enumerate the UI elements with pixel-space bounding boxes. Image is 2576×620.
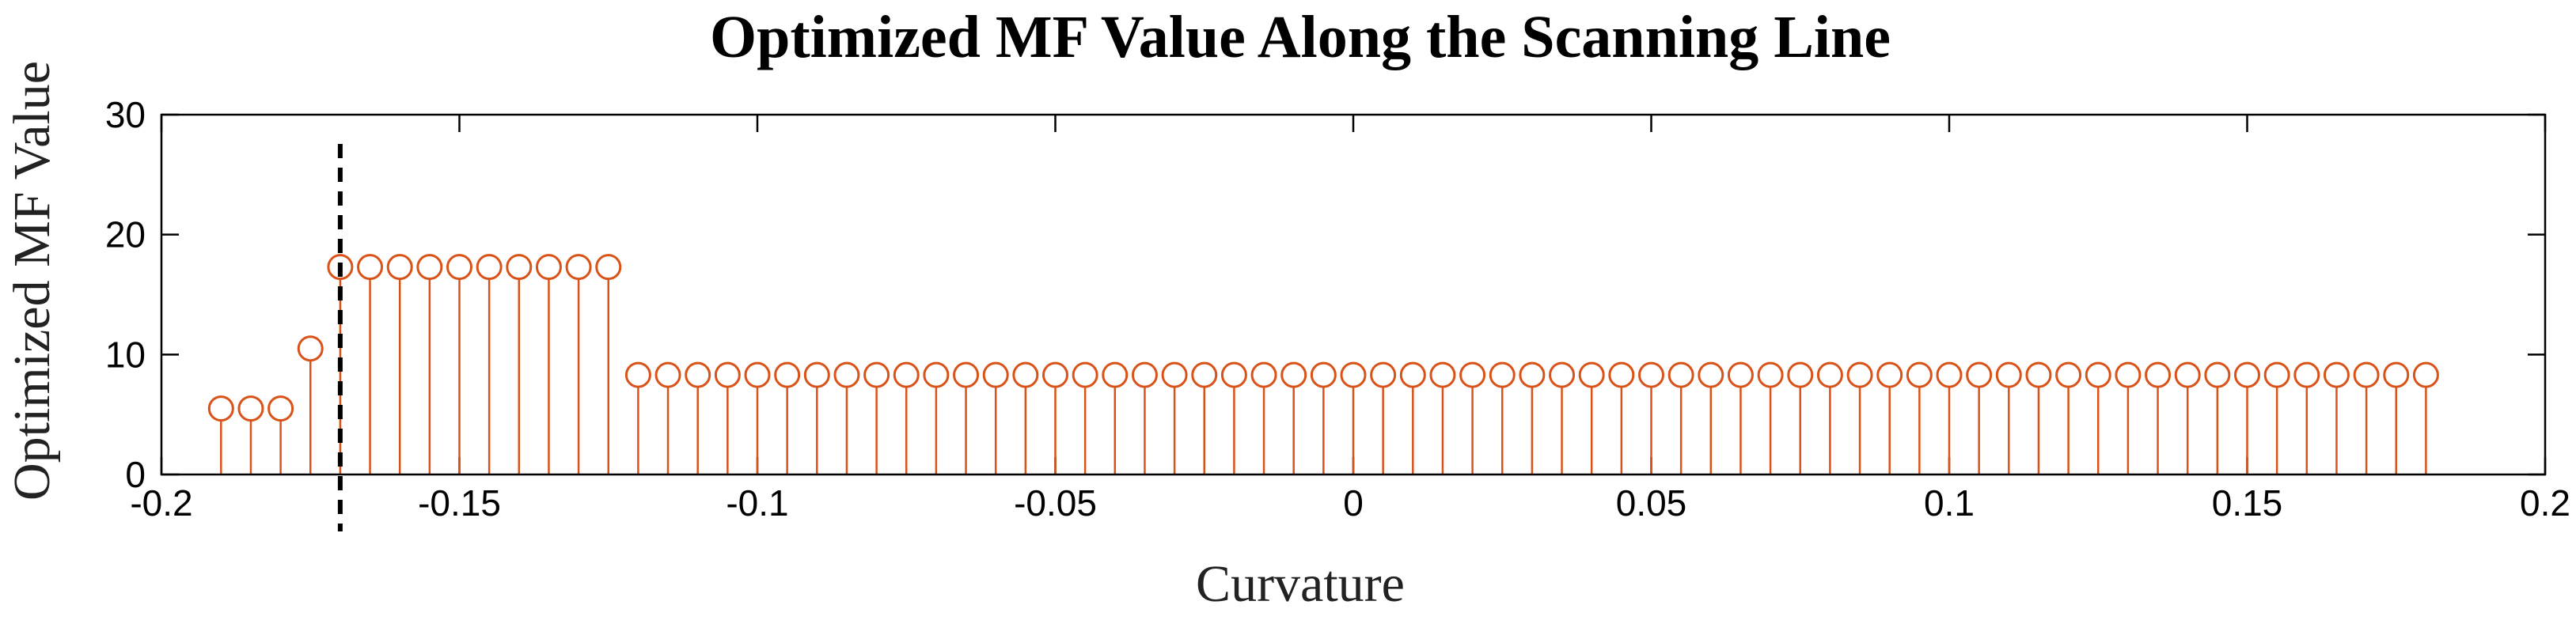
stem-marker — [357, 254, 384, 281]
x-tick-label: 0 — [1343, 482, 1364, 524]
x-tick-label: -0.15 — [418, 482, 501, 524]
stem-marker — [774, 361, 801, 388]
stem-marker — [2085, 361, 2111, 388]
stem-marker — [1489, 361, 1516, 388]
stem-marker — [1370, 361, 1397, 388]
stem-marker — [1340, 361, 1367, 388]
stem-marker — [237, 395, 264, 422]
y-tick-label: 10 — [105, 334, 146, 375]
stem-marker — [2353, 361, 2380, 388]
axis-ticks: -0.2 -0.15 -0.1 -0.05 0 0.05 0.1 0.15 0.2 0 10 20 30 — [105, 94, 2570, 524]
stem-marker — [565, 254, 592, 281]
stem-marker — [1161, 361, 1188, 388]
y-tick-label: 30 — [105, 94, 146, 135]
stem-marker — [1102, 361, 1129, 388]
stem-marker — [1131, 361, 1158, 388]
stem-marker — [1220, 361, 1247, 388]
y-tick-label: 20 — [105, 214, 146, 255]
stem-marker — [624, 361, 651, 388]
stem-marker — [2174, 361, 2201, 388]
x-tick-label: -0.1 — [726, 482, 788, 524]
y-tick-label: 0 — [125, 454, 146, 495]
stem-marker — [2323, 361, 2350, 388]
stem-marker — [1876, 361, 1903, 388]
stem-marker — [1459, 361, 1486, 388]
stem-marker — [1936, 361, 1963, 388]
stem-marker — [982, 361, 1009, 388]
stem-marker — [1816, 361, 1843, 388]
stem-marker — [446, 254, 472, 281]
stem-marker — [923, 361, 950, 388]
stem-marker — [1787, 361, 1814, 388]
stem-marker — [953, 361, 980, 388]
stem-marker — [833, 361, 860, 388]
stem-marker — [1667, 361, 1694, 388]
stem-marker — [1608, 361, 1635, 388]
stem-marker — [2412, 361, 2439, 388]
x-tick-label: -0.05 — [1014, 482, 1097, 524]
stem-marker — [2263, 361, 2290, 388]
stem-marker — [1072, 361, 1098, 388]
stem-marker — [1519, 361, 1546, 388]
stem-marker — [595, 254, 622, 281]
stem-marker — [1310, 361, 1337, 388]
plot-area-frame — [160, 113, 2547, 476]
stem-marker — [1549, 361, 1576, 388]
stem-marker — [476, 254, 503, 281]
stem-marker — [1191, 361, 1218, 388]
stem-marker — [327, 254, 354, 281]
stem-marker — [2293, 361, 2320, 388]
stem-marker — [1698, 361, 1724, 388]
stem-marker — [535, 254, 562, 281]
stem-marker — [1399, 361, 1426, 388]
y-axis-label: Optimized MF Value — [3, 61, 61, 501]
stem-marker — [685, 361, 711, 388]
stem-marker — [2115, 361, 2142, 388]
stem-marker — [1966, 361, 1993, 388]
x-tick-label: 0.1 — [1924, 482, 1975, 524]
stem-marker — [207, 395, 234, 422]
stem-marker — [1042, 361, 1068, 388]
stem-marker — [2383, 361, 2410, 388]
stem-series — [207, 254, 2439, 474]
stem-marker — [267, 395, 294, 422]
stem-marker — [1578, 361, 1605, 388]
stem-marker — [386, 254, 413, 281]
stem-marker — [1727, 361, 1754, 388]
stem-marker — [416, 254, 443, 281]
stem-marker — [803, 361, 830, 388]
stem-marker — [1250, 361, 1277, 388]
x-tick-label: 0.2 — [2520, 482, 2570, 524]
stem-marker — [1757, 361, 1784, 388]
stem-marker — [1846, 361, 1873, 388]
stem-marker — [506, 254, 533, 281]
stem-marker — [297, 335, 324, 362]
x-tick-label: -0.2 — [130, 482, 192, 524]
stem-marker — [1906, 361, 1933, 388]
stem-marker — [2055, 361, 2082, 388]
stem-marker — [1638, 361, 1664, 388]
x-tick-label: 0.05 — [1616, 482, 1687, 524]
stem-marker — [1280, 361, 1307, 388]
stem-marker — [2234, 361, 2260, 388]
stem-marker — [714, 361, 741, 388]
stem-marker — [1012, 361, 1039, 388]
stem-marker — [893, 361, 920, 388]
stem-marker — [2145, 361, 2172, 388]
stem-marker — [1995, 361, 2022, 388]
chart-title: Optimized MF Value Along the Scanning Li… — [710, 4, 1891, 70]
stem-marker — [2025, 361, 2052, 388]
x-tick-label: 0.15 — [2212, 482, 2283, 524]
stem-marker — [863, 361, 890, 388]
stem-marker — [654, 361, 681, 388]
stem-marker — [744, 361, 771, 388]
stem-marker — [2204, 361, 2231, 388]
stem-marker — [1429, 361, 1456, 388]
x-axis-label: Curvature — [1196, 555, 1405, 613]
